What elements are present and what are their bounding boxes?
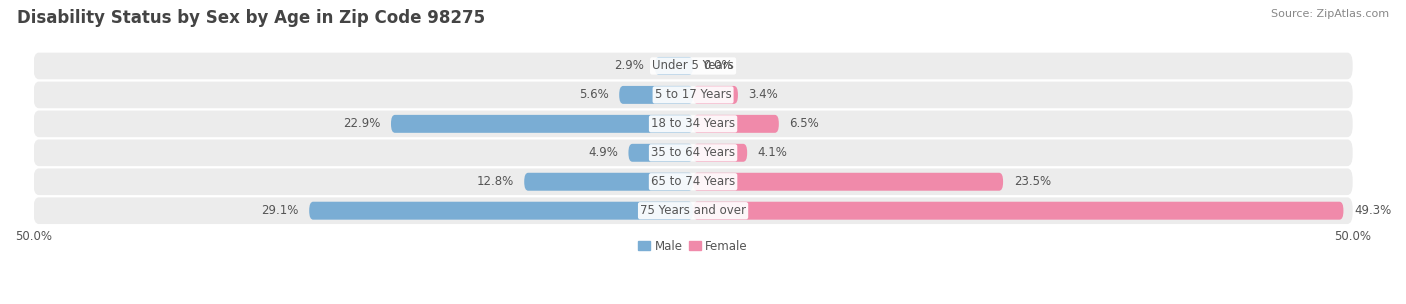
FancyBboxPatch shape [693, 173, 1002, 191]
FancyBboxPatch shape [391, 115, 693, 133]
Text: Source: ZipAtlas.com: Source: ZipAtlas.com [1271, 9, 1389, 19]
Text: Under 5 Years: Under 5 Years [652, 60, 734, 72]
Text: 2.9%: 2.9% [614, 60, 644, 72]
FancyBboxPatch shape [34, 168, 1353, 195]
Text: 5 to 17 Years: 5 to 17 Years [655, 88, 731, 102]
FancyBboxPatch shape [693, 202, 1343, 220]
Text: 4.1%: 4.1% [758, 146, 787, 159]
Text: Disability Status by Sex by Age in Zip Code 98275: Disability Status by Sex by Age in Zip C… [17, 9, 485, 27]
FancyBboxPatch shape [309, 202, 693, 220]
Text: 12.8%: 12.8% [477, 175, 513, 188]
FancyBboxPatch shape [34, 140, 1353, 166]
FancyBboxPatch shape [693, 86, 738, 104]
Text: 29.1%: 29.1% [262, 204, 298, 217]
Text: 75 Years and over: 75 Years and over [640, 204, 747, 217]
Text: 18 to 34 Years: 18 to 34 Years [651, 117, 735, 130]
FancyBboxPatch shape [628, 144, 693, 162]
FancyBboxPatch shape [693, 144, 747, 162]
Text: 49.3%: 49.3% [1354, 204, 1391, 217]
FancyBboxPatch shape [34, 53, 1353, 79]
FancyBboxPatch shape [524, 173, 693, 191]
Text: 5.6%: 5.6% [579, 88, 609, 102]
Legend: Male, Female: Male, Female [634, 235, 752, 257]
Text: 0.0%: 0.0% [703, 60, 734, 72]
Text: 4.9%: 4.9% [588, 146, 617, 159]
FancyBboxPatch shape [693, 115, 779, 133]
FancyBboxPatch shape [655, 57, 693, 75]
FancyBboxPatch shape [34, 81, 1353, 108]
Text: 65 to 74 Years: 65 to 74 Years [651, 175, 735, 188]
Text: 22.9%: 22.9% [343, 117, 381, 130]
FancyBboxPatch shape [34, 197, 1353, 224]
Text: 35 to 64 Years: 35 to 64 Years [651, 146, 735, 159]
Text: 23.5%: 23.5% [1014, 175, 1050, 188]
FancyBboxPatch shape [619, 86, 693, 104]
Text: 6.5%: 6.5% [789, 117, 820, 130]
FancyBboxPatch shape [34, 111, 1353, 137]
Text: 3.4%: 3.4% [748, 88, 779, 102]
